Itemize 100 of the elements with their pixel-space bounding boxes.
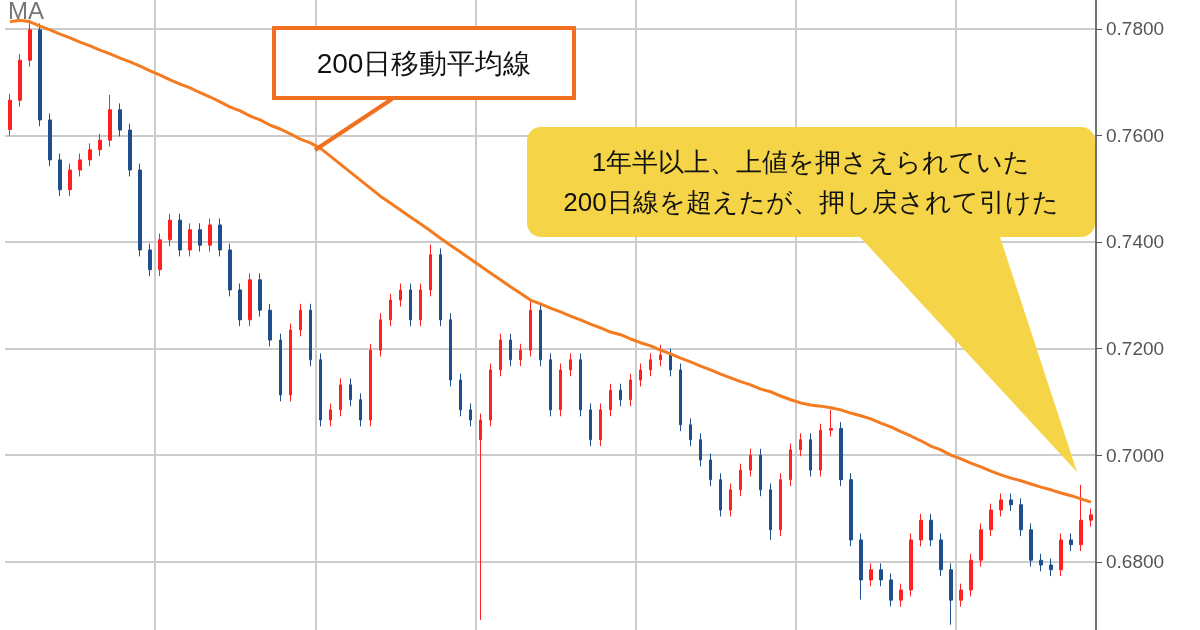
candlestick: [198, 222, 202, 253]
candlestick: [299, 303, 302, 337]
candlestick: [38, 22, 42, 127]
candlestick: [248, 272, 252, 327]
candlestick: [1009, 493, 1013, 512]
candlestick: [739, 463, 742, 497]
y-tick-label: 0.7000: [1106, 444, 1165, 466]
candlestick: [699, 432, 702, 467]
candlestick: [18, 53, 22, 108]
candlestick: [188, 222, 192, 257]
candlestick: [539, 303, 542, 367]
candlestick: [218, 218, 222, 257]
candlestick: [409, 283, 412, 327]
candlestick: [999, 493, 1003, 517]
candlestick: [499, 333, 502, 377]
candlestick: [529, 299, 532, 358]
candlestick: [289, 323, 292, 402]
y-tick-label: 0.6800: [1106, 551, 1165, 573]
candlestick: [228, 243, 232, 297]
candlestick: [1059, 533, 1063, 577]
candlestick: [519, 343, 522, 367]
candlestick: [449, 312, 452, 387]
candlestick: [128, 123, 132, 177]
candlestick: [639, 363, 642, 387]
candlestick: [749, 448, 752, 477]
candlestick: [649, 352, 652, 377]
candlestick: [949, 562, 953, 626]
candlestick: [369, 343, 372, 427]
candlestick: [599, 402, 602, 447]
candlestick: [309, 303, 312, 367]
candlestick: [669, 348, 672, 377]
annotation: 200日移動平均線: [316, 47, 532, 79]
candlestick: [799, 432, 802, 457]
candlestick: [569, 352, 572, 377]
candlestick: [118, 102, 122, 137]
candlestick: [979, 522, 983, 568]
y-tick-label: 0.7800: [1106, 18, 1165, 40]
candlestick: [909, 533, 913, 597]
candlestick: [709, 453, 712, 487]
candlestick: [939, 533, 943, 577]
candlestick: [839, 421, 843, 487]
candlestick: [929, 513, 933, 547]
candlestick: [879, 562, 883, 587]
candlestick: [859, 533, 863, 601]
candlestick: [399, 283, 402, 307]
candlestick: [108, 94, 112, 148]
y-tick-label: 0.7400: [1106, 231, 1165, 253]
candlestick: [989, 503, 993, 537]
candlestick: [238, 283, 242, 327]
annotation: 1年半以上、上値を押さえられていた 200日線を超えたが、押し戻されて引けた: [563, 147, 1059, 217]
candlestick: [268, 303, 272, 347]
candlestick: [729, 482, 732, 517]
candlestick: [58, 153, 62, 197]
candlestick: [819, 423, 822, 477]
candlestick: [919, 513, 923, 547]
candlestick: [1049, 558, 1053, 577]
candlestick: [689, 417, 692, 447]
candlestick: [659, 344, 662, 367]
candlestick: [779, 472, 782, 537]
candlestick: [258, 272, 262, 318]
y-tick-label: 0.7600: [1106, 124, 1165, 146]
line-series: [8, 18, 1093, 504]
candlestick: [609, 383, 612, 417]
candlestick: [148, 243, 152, 277]
candlestick: [509, 333, 512, 367]
candlestick: [178, 213, 182, 257]
candlestick: [439, 247, 442, 327]
candlestick: [1019, 497, 1023, 537]
candlestick: [379, 312, 382, 358]
candlestick: [1069, 533, 1073, 552]
candlestick: [889, 573, 893, 608]
candlestick: [359, 392, 362, 427]
candlestick: [629, 373, 632, 407]
candlestick: [899, 583, 903, 608]
annotation: MA: [8, 0, 44, 24]
candlestick: [959, 583, 963, 608]
candlestick: [459, 373, 462, 417]
candlestick: [489, 363, 492, 427]
candlestick: [869, 562, 873, 587]
candlestick: [769, 482, 772, 541]
candlestick: [78, 153, 82, 177]
candlestick: [589, 402, 592, 447]
y-tick-label: 0.7200: [1106, 338, 1165, 360]
candlestick: [789, 442, 792, 487]
candlestick: [429, 244, 432, 297]
candlestick: [719, 472, 722, 517]
candlestick: [329, 402, 332, 427]
candlestick: [829, 409, 833, 438]
candlestick: [339, 377, 342, 417]
candlestick: [549, 352, 552, 417]
candlestick: [8, 93, 12, 137]
candlestick: [48, 113, 52, 167]
candlestick: [579, 352, 582, 417]
candlestick: [1039, 553, 1043, 572]
candlestick: [349, 377, 352, 407]
candlestick: [479, 413, 482, 621]
candlestick: [809, 432, 812, 477]
candlestick: [88, 142, 92, 167]
candlestick: [389, 293, 392, 327]
candlestick: [138, 163, 142, 257]
